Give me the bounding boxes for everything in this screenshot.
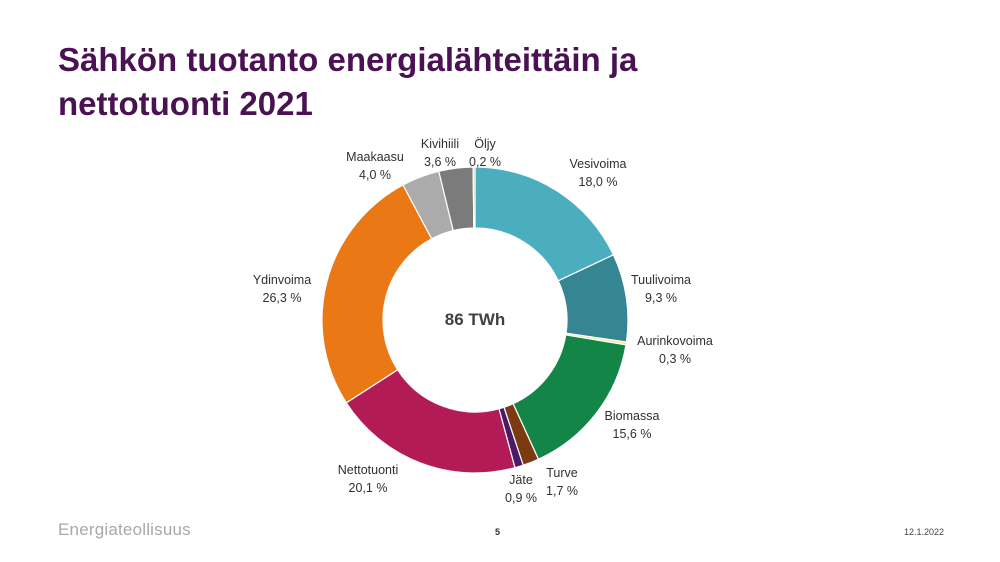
slice-value-maakaasu: 4,0 % (359, 168, 391, 182)
center-total-label: 86 TWh (445, 310, 505, 329)
slice-value-aurinkovoima: 0,3 % (659, 352, 691, 366)
slice-label-maakaasu: Maakaasu 4,0 % (346, 150, 404, 182)
slide-title-line-2: nettotuonti 2021 (58, 85, 313, 122)
footer-date: 12.1.2022 (904, 527, 945, 537)
slice-value-tuulivoima: 9,3 % (645, 291, 677, 305)
slice-label-tuulivoima: Tuulivoima 9,3 % (631, 273, 691, 305)
slice-value-jäte: 0,9 % (505, 491, 537, 505)
slice-label-turve: Turve 1,7 % (546, 466, 578, 498)
slice-name-ydinvoima: Ydinvoima (253, 273, 311, 287)
slice-name-maakaasu: Maakaasu (346, 150, 404, 164)
slice-label-nettotuonti: Nettotuonti 20,1 % (338, 463, 398, 495)
slice-name-nettotuonti: Nettotuonti (338, 463, 398, 477)
slice-label-biomassa: Biomassa 15,6 % (605, 409, 660, 441)
slice-name-öljy: Öljy (474, 137, 496, 151)
donut-slices (321, 166, 629, 474)
slice-name-biomassa: Biomassa (605, 409, 660, 423)
slice-label-jäte: Jäte 0,9 % (505, 473, 537, 505)
slice-öljy (472, 166, 476, 229)
slice-label-vesivoima: Vesivoima 18,0 % (570, 157, 627, 189)
slice-label-öljy: Öljy 0,2 % (469, 137, 501, 169)
slice-value-vesivoima: 18,0 % (579, 175, 618, 189)
slice-value-biomassa: 15,6 % (613, 427, 652, 441)
slice-name-kivihiili: Kivihiili (421, 137, 459, 151)
slice-label-kivihiili: Kivihiili 3,6 % (421, 137, 459, 169)
slice-value-ydinvoima: 26,3 % (263, 291, 302, 305)
slice-name-turve: Turve (546, 466, 578, 480)
slice-value-turve: 1,7 % (546, 484, 578, 498)
slide-title-line-1: Sähkön tuotanto energialähteittäin ja (58, 41, 638, 78)
slice-name-vesivoima: Vesivoima (570, 157, 627, 171)
company-logo: Energiateollisuus (58, 520, 191, 539)
slice-label-ydinvoima: Ydinvoima 26,3 % (253, 273, 311, 305)
slice-value-öljy: 0,2 % (469, 155, 501, 169)
slice-label-aurinkovoima: Aurinkovoima 0,3 % (637, 334, 713, 366)
slice-name-aurinkovoima: Aurinkovoima (637, 334, 713, 348)
slice-name-tuulivoima: Tuulivoima (631, 273, 691, 287)
slice-name-jäte: Jäte (509, 473, 533, 487)
slice-ydinvoima (321, 184, 433, 404)
slice-value-kivihiili: 3,6 % (424, 155, 456, 169)
page-number: 5 (495, 527, 501, 537)
donut-labels: Vesivoima 18,0 % Tuulivoima 9,3 % Aurinkovoi… (253, 137, 713, 505)
slice-value-nettotuonti: 20,1 % (349, 481, 388, 495)
slide-title: Sähkön tuotanto energialähteittäin ja ne… (58, 38, 778, 126)
